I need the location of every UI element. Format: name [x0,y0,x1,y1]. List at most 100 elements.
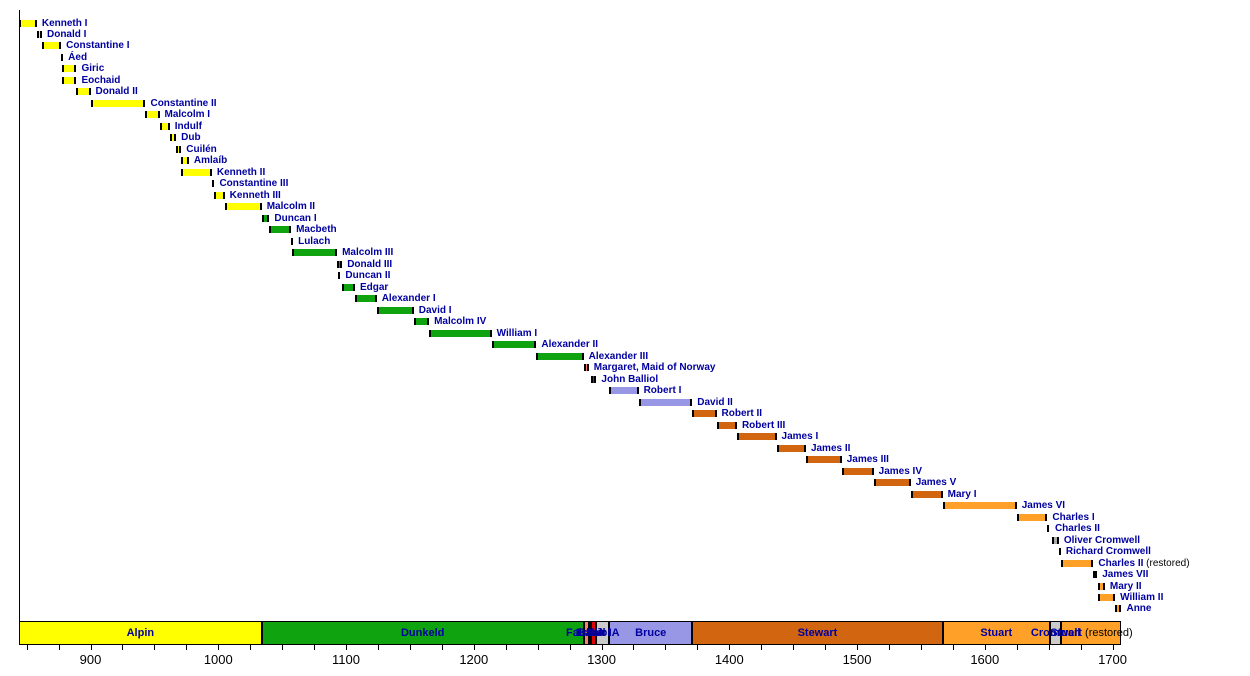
axis-tick [633,645,635,650]
monarch-label: Áed [68,52,87,63]
reign-bar [536,352,584,360]
monarch-label: Constantine II [150,98,216,109]
axis-tick [282,645,284,650]
reign-bar [1061,559,1094,567]
reign-bar [181,168,212,176]
reign-bar [62,65,77,73]
monarch-name: William I [496,327,538,339]
dynasty-band-segment [1061,621,1122,645]
reign-bar [181,157,189,165]
monarch-name: Edgar [359,281,389,293]
axis-tick-label: 1700 [1098,652,1127,667]
axis-tick [665,645,667,650]
axis-tick-label: 1000 [203,652,233,667]
axis-tick-label: 1300 [587,652,616,667]
axis-tick [1016,645,1018,650]
reign-bar [261,214,270,222]
axis-tick [569,645,571,650]
dynasty-name-suffix: (restored) [1081,627,1133,639]
dynasty-label: Dunkeld [401,627,444,639]
monarch-name: Alexander I [381,293,436,305]
reign-bar [61,53,64,61]
reign-bar [1098,582,1105,590]
dynasty-label: Cromwell [1031,627,1081,639]
axis-tick-label: 1200 [459,652,489,667]
dynasty-label: Stewart [798,627,838,639]
reign-bar [76,88,91,96]
monarch-name: Constantine III [219,178,289,190]
dynasty-name: 1st IA [575,627,606,639]
monarch-label: James IV [879,466,922,477]
dynasty-band-segment [596,621,610,645]
dynasty-band-segment [692,621,943,645]
monarch-name: James VII [1102,569,1149,581]
axis-tick [409,645,411,650]
dynasty-band-segment [942,621,1050,645]
reign-bar [269,226,292,234]
monarch-label: James I [782,431,819,442]
monarch-label: Giric [81,63,104,74]
monarch-label: James II [811,443,850,454]
axis-tick [825,645,827,650]
monarch-name: Robert III [741,419,786,431]
monarch-label: Charles II (restored) [1098,558,1189,569]
monarch-name: Oliver Cromwell [1063,534,1141,546]
reign-bar [1058,548,1061,556]
monarch-label: Donald II [96,86,138,97]
reign-bar [692,410,717,418]
monarch-label: Robert I [644,385,682,396]
reign-bar [169,134,177,142]
monarch-label: Kenneth III [230,190,281,201]
monarch-name: Eochaid [81,74,121,86]
axis-tick [1080,645,1082,650]
reign-bar [1047,525,1050,533]
dynasty-name: 2nd IA [586,627,620,639]
monarch-label: Alexander II [541,339,598,350]
monarch-label: James III [847,454,889,465]
dynasty-label: Bruce [635,627,666,639]
monarch-label: Malcolm IV [434,316,486,327]
reign-bar [145,111,160,119]
reign-bar [62,76,77,84]
monarch-name-suffix: (restored) [1143,557,1190,569]
monarch-name: William II [1120,592,1164,603]
monarch-label: Charles II [1055,523,1100,534]
axis-tick [1048,645,1050,650]
monarch-name: Charles I [1052,511,1095,523]
reign-bar [910,490,943,498]
monarch-label: Robert II [722,408,763,419]
axis-tick [346,645,348,650]
axis-tick [58,645,60,650]
monarch-label: John Balliol [601,374,658,385]
axis-tick [793,645,795,650]
axis-tick [473,645,475,650]
monarch-label: Constantine I [66,40,129,51]
axis-tick [250,645,252,650]
monarch-name: John Balliol [601,373,659,385]
reign-bar [429,329,492,337]
monarch-name: Duncan I [274,212,317,224]
monarch-name: Kenneth II [216,166,266,178]
dynasty-name: Cromwell [1030,627,1081,639]
axis-tick [154,645,156,650]
monarch-label: Alexander III [589,351,648,362]
axis-tick [377,645,379,650]
reign-bar [942,502,1017,510]
reign-bar [716,421,737,429]
reign-bar [873,479,911,487]
axis-tick [90,645,92,650]
dynasty-label: Balliol [577,627,610,639]
monarch-label: Alexander I [382,293,436,304]
reign-bar [1016,513,1048,521]
monarch-name: Kenneth III [229,189,281,201]
reign-bar [214,191,225,199]
monarch-name: Donald II [95,86,138,98]
reign-bar [736,433,777,441]
dynasty-name: Balliol [577,627,611,639]
monarch-name: James I [781,431,819,443]
axis-tick [697,645,699,650]
reign-bar [841,467,874,475]
dynasty-band-segment [588,621,592,645]
monarch-name: Malcolm III [342,247,394,259]
axis-tick [729,645,731,650]
